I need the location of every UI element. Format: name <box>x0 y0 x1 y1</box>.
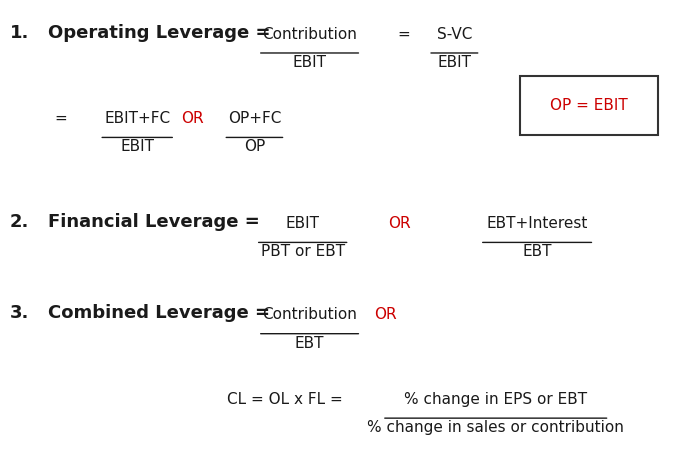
Text: EBT: EBT <box>295 335 325 351</box>
Text: Contribution: Contribution <box>262 27 357 42</box>
Text: OR: OR <box>374 307 397 322</box>
Text: EBT+Interest: EBT+Interest <box>486 216 588 231</box>
Text: Combined Leverage =: Combined Leverage = <box>47 304 270 322</box>
Text: EBIT+FC: EBIT+FC <box>104 111 170 126</box>
Text: 1.: 1. <box>10 24 29 42</box>
Text: OR: OR <box>388 216 411 231</box>
Text: OR: OR <box>181 111 204 126</box>
Text: EBT: EBT <box>523 244 552 259</box>
Text: Operating Leverage =: Operating Leverage = <box>47 24 270 42</box>
Text: % change in EPS or EBT: % change in EPS or EBT <box>404 392 587 407</box>
Text: EBIT: EBIT <box>293 55 327 70</box>
Text: EBIT: EBIT <box>286 216 320 231</box>
Text: % change in sales or contribution: % change in sales or contribution <box>367 420 624 435</box>
Text: =: = <box>54 111 67 126</box>
FancyBboxPatch shape <box>520 76 657 135</box>
Text: OP+FC: OP+FC <box>228 111 281 126</box>
Text: S-VC: S-VC <box>436 27 472 42</box>
Text: CL = OL x FL =: CL = OL x FL = <box>227 392 348 407</box>
Text: OP = EBIT: OP = EBIT <box>550 98 628 113</box>
Text: =: = <box>397 27 410 42</box>
Text: PBT or EBT: PBT or EBT <box>261 244 345 259</box>
Text: OP: OP <box>244 139 265 154</box>
Text: 2.: 2. <box>10 213 29 231</box>
Text: Financial Leverage =: Financial Leverage = <box>47 213 259 231</box>
Text: 3.: 3. <box>10 304 29 322</box>
Text: EBIT: EBIT <box>437 55 471 70</box>
Text: Contribution: Contribution <box>262 307 357 322</box>
Text: EBIT: EBIT <box>120 139 154 154</box>
